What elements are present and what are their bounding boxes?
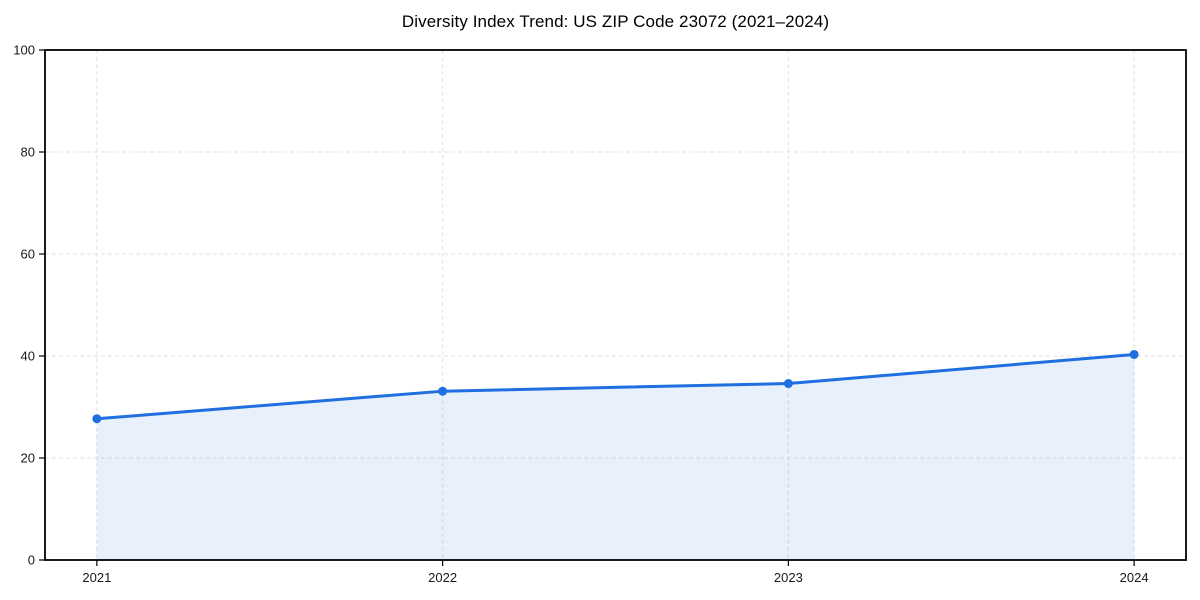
data-point-2021 (92, 414, 102, 424)
x-tick-label-2023: 2023 (774, 570, 803, 585)
x-tick-label-2022: 2022 (428, 570, 457, 585)
y-tick-label-20: 20 (21, 451, 35, 466)
trend-line (95, 352, 1136, 421)
y-tick-label-60: 60 (21, 247, 35, 262)
x-tick-label-2021: 2021 (82, 570, 111, 585)
area-fill (96, 354, 1135, 560)
y-tick-label-100: 100 (13, 43, 35, 58)
data-point-2024 (1129, 349, 1139, 359)
x-tick-label-2024: 2024 (1120, 570, 1149, 585)
y-tick-label-0: 0 (28, 553, 35, 568)
data-point-2023 (783, 379, 793, 389)
y-tick-label-40: 40 (21, 349, 35, 364)
plot-border (44, 49, 1187, 561)
chart-title: Diversity Index Trend: US ZIP Code 23072… (401, 12, 830, 31)
data-points (92, 349, 1139, 424)
data-point-2022 (438, 386, 448, 396)
axis-ticks: 0 20 40 60 80 100 2021 2022 2023 2024 (13, 43, 1148, 586)
y-tick-label-80: 80 (21, 145, 35, 160)
